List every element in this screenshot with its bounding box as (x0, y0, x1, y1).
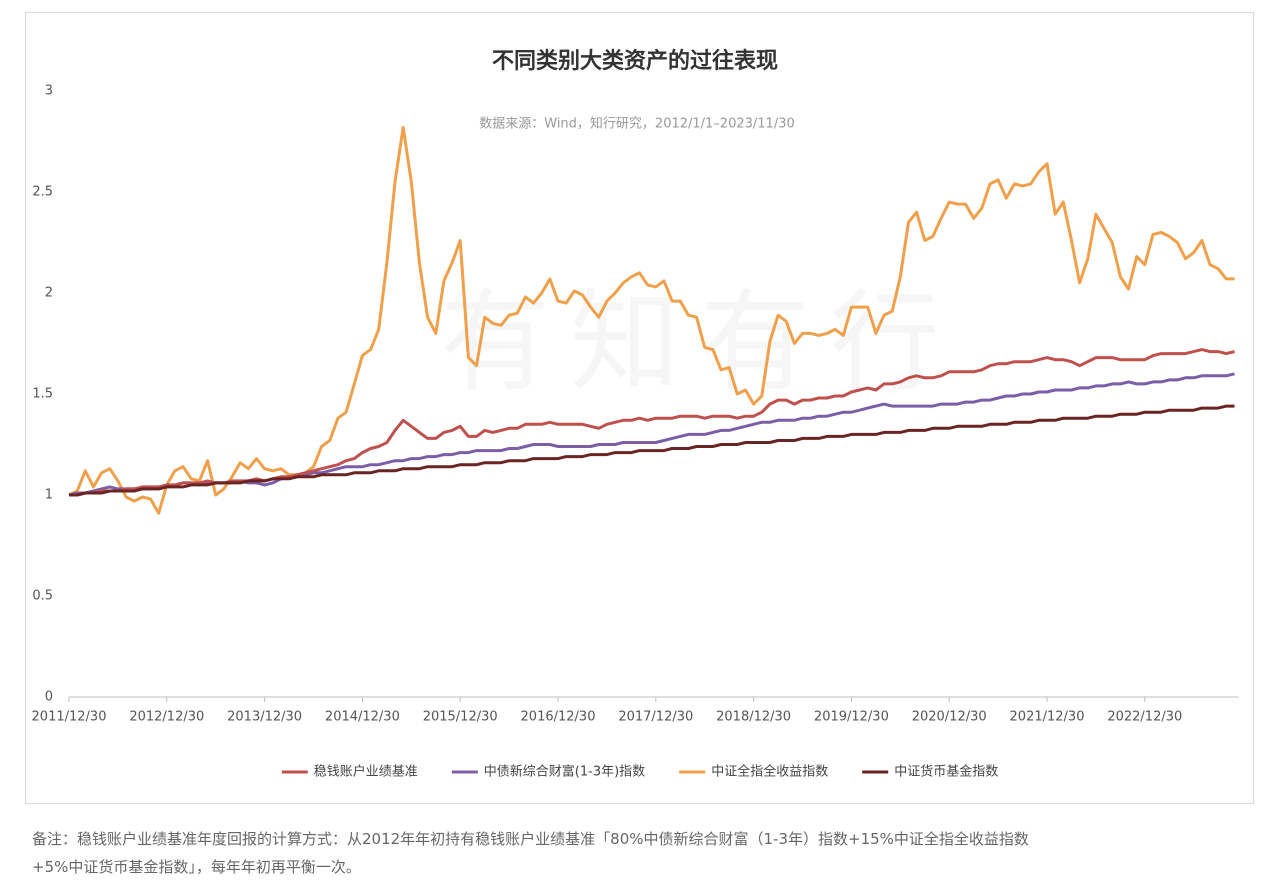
y-tick-label: 2 (45, 286, 53, 301)
x-tick-label: 2013/12/30 (227, 710, 302, 725)
chart-title: 不同类别大类资产的过往表现 (492, 48, 778, 74)
legend-label: 中证货币基金指数 (894, 764, 998, 780)
x-tick-label: 2020/12/30 (912, 710, 987, 725)
chart-frame (25, 12, 1254, 804)
x-tick-label: 2018/12/30 (716, 710, 791, 725)
legend-label: 中证全指全收益指数 (711, 764, 828, 780)
series-line (68, 372, 1235, 497)
x-tick-label: 2017/12/30 (618, 710, 693, 725)
x-tick-label: 2014/12/30 (325, 710, 400, 725)
x-tick-label: 2011/12/30 (32, 710, 107, 725)
y-tick-label: 2.5 (32, 185, 53, 200)
y-tick-label: 0.5 (32, 589, 53, 604)
x-tick-label: 2021/12/30 (1010, 710, 1085, 725)
x-tick-label: 2012/12/30 (129, 710, 204, 725)
y-tick-label: 1 (45, 488, 53, 503)
footnote: +5%中证货币基金指数」，每年年初再平衡一次。 (32, 858, 361, 876)
y-tick-label: 3 (45, 84, 53, 99)
series-line (68, 125, 1235, 515)
y-tick-label: 0 (45, 690, 53, 705)
x-tick-label: 2019/12/30 (814, 710, 889, 725)
legend-label: 中债新综合财富(1-3年)指数 (484, 764, 645, 780)
legend-label: 稳钱账户业绩基准 (314, 764, 418, 780)
y-tick-label: 1.5 (32, 387, 53, 402)
series-line (69, 404, 1235, 497)
footnote: 备注：稳钱账户业绩基准年度回报的计算方式：从2012年年初持有稳钱账户业绩基准「… (32, 830, 1029, 848)
x-tick-label: 2016/12/30 (521, 710, 596, 725)
chart: 有知有行 不同类别大类资产的过往表现 数据来源：Wind，知行研究，2012/1… (25, 12, 1254, 804)
x-tick-label: 2015/12/30 (423, 710, 498, 725)
chart-subtitle: 数据来源：Wind，知行研究，2012/1/1–2023/11/30 (479, 116, 795, 132)
x-tick-label: 2022/12/30 (1107, 710, 1182, 725)
